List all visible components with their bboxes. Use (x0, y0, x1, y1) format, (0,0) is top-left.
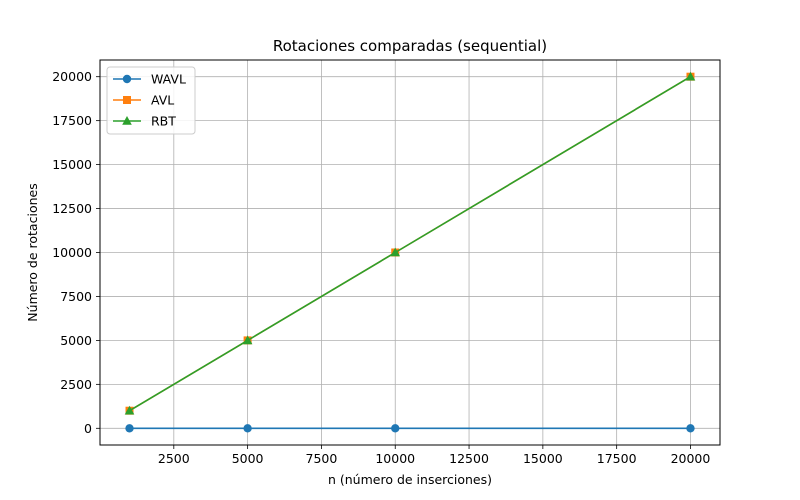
y-tick-label: 15000 (52, 157, 92, 172)
legend-item-wavl: WAVL (113, 72, 186, 87)
x-tick-label: 17500 (597, 451, 637, 466)
data-point-wavl (243, 424, 252, 433)
legend-item-rbt: RBT (113, 114, 176, 129)
x-tick-label: 2500 (158, 451, 190, 466)
y-tick-label: 12500 (52, 201, 92, 216)
x-tick-label: 20000 (671, 451, 711, 466)
x-tick-label: 5000 (232, 451, 264, 466)
data-point-rbt (124, 405, 135, 415)
data-point-wavl (686, 424, 695, 433)
x-tick-label: 15000 (523, 451, 563, 466)
legend-item-avl: AVL (113, 93, 174, 108)
data-point-rbt (685, 71, 696, 81)
x-tick-label: 7500 (306, 451, 338, 466)
legend-marker-rbt (122, 116, 132, 125)
y-tick-label: 2500 (60, 377, 92, 392)
x-tick-label: 12500 (449, 451, 489, 466)
data-point-wavl (125, 424, 134, 433)
x-tick-label: 10000 (375, 451, 415, 466)
data-point-rbt (390, 247, 401, 257)
legend: WAVL AVL RBT (106, 66, 196, 135)
legend-marker-wavl (122, 74, 132, 84)
y-tick-label: 5000 (60, 333, 92, 348)
y-tick-label: 10000 (52, 245, 92, 260)
y-tick-label: 7500 (60, 289, 92, 304)
y-tick-label: 0 (84, 421, 92, 436)
ticks: 2500 5000 7500 10000 12500 15000 17500 20000 0 25… (52, 69, 710, 466)
y-tick-label: 20000 (52, 69, 92, 84)
y-tick-label: 17500 (52, 113, 92, 128)
y-axis-label: Número de rotaciones (25, 183, 40, 321)
series-line-rbt (129, 76, 691, 412)
data-point-wavl (391, 424, 400, 433)
legend-label-avl: AVL (151, 93, 174, 108)
data-point-rbt (242, 335, 253, 345)
series-rbt (124, 71, 696, 415)
legend-label-rbt: RBT (151, 114, 176, 129)
legend-label-wavl: WAVL (151, 72, 186, 87)
x-axis-label: n (número de inserciones) (328, 472, 492, 487)
legend-marker-avl (123, 96, 131, 104)
series-layer (124, 71, 696, 433)
chart-title: Rotaciones comparadas (sequential) (273, 37, 547, 55)
series-wavl (125, 424, 695, 433)
legend-box (106, 66, 196, 135)
